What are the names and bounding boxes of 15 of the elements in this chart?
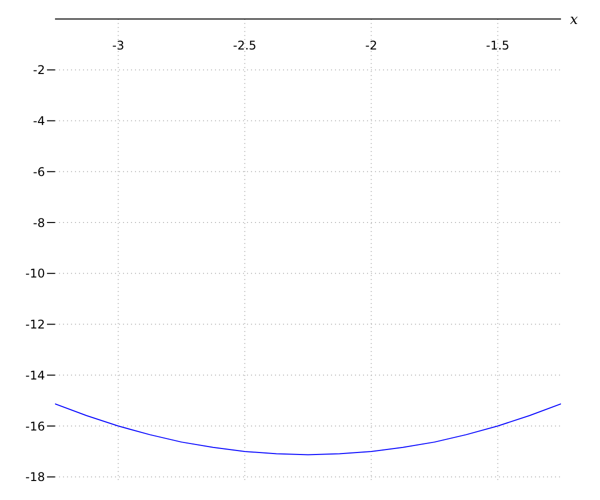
y-tick-label: -10 <box>25 266 45 281</box>
y-tick-label: -2 <box>33 63 45 78</box>
x-tick-label: -2 <box>365 38 378 53</box>
x-tick-label: -1.5 <box>486 38 510 53</box>
y-tick-label: -14 <box>25 368 45 382</box>
y-tick-label: -18 <box>25 470 45 484</box>
y-tick-label: -6 <box>33 164 45 179</box>
x-tick-label: -2.5 <box>233 38 256 53</box>
x-axis-title: x <box>570 12 578 28</box>
y-tick-label: -4 <box>33 114 45 128</box>
line-series <box>55 403 561 456</box>
y-tick-label: -12 <box>25 318 45 332</box>
x-tick-label: -3 <box>112 38 124 53</box>
y-tick-label: -16 <box>25 419 45 434</box>
y-tick-label: -8 <box>33 216 45 230</box>
